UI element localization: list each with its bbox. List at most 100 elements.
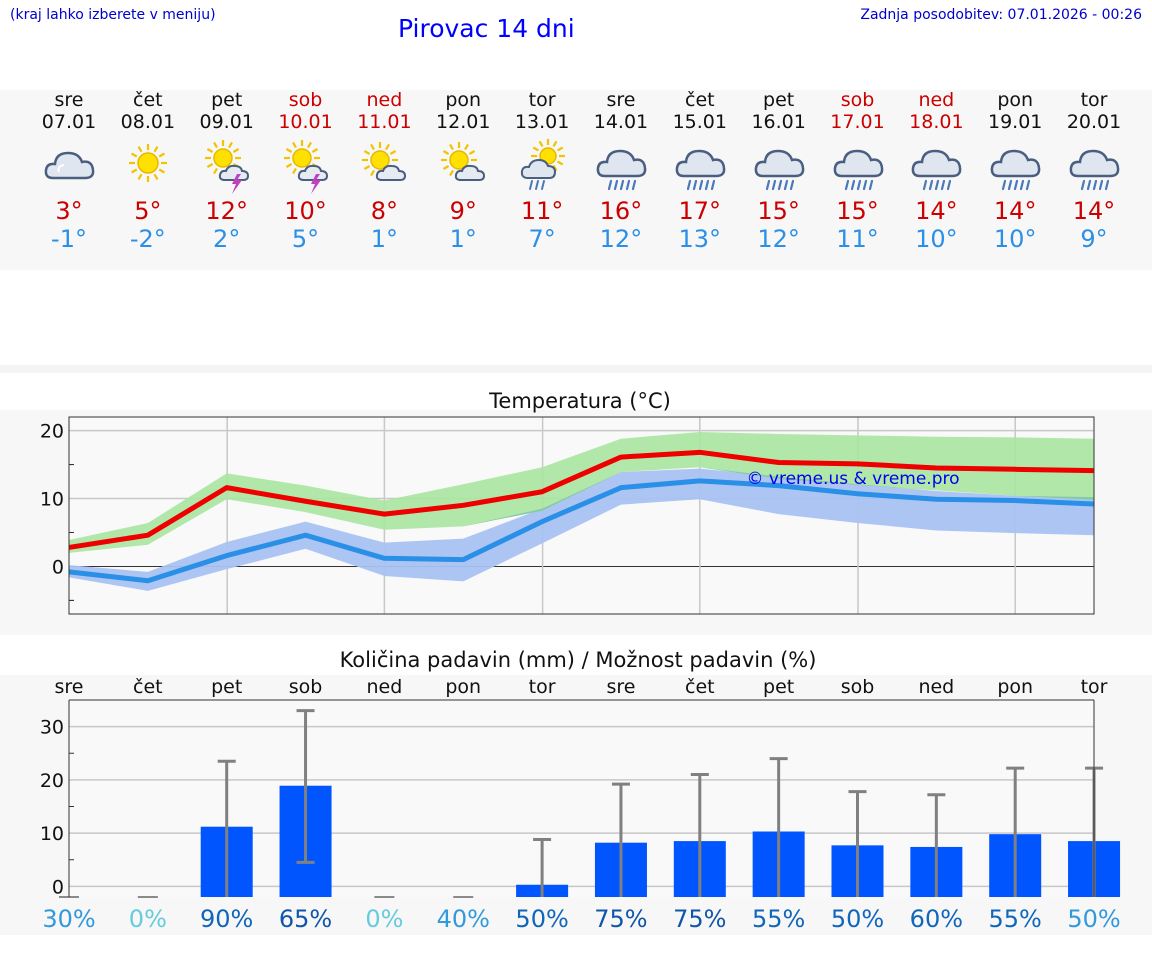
precipitation-x-tick-label: pon bbox=[997, 676, 1033, 698]
forecast-min-temp: 11° bbox=[836, 225, 879, 253]
forecast-max-temp: 15° bbox=[757, 197, 800, 225]
sun-cloud-icon bbox=[435, 138, 491, 194]
precipitation-x-tick-label: ned bbox=[918, 676, 954, 698]
forecast-max-temp: 11° bbox=[520, 197, 564, 225]
forecast-day-name: pet bbox=[763, 89, 795, 111]
forecast-min-temp: 12° bbox=[599, 225, 643, 253]
precipitation-x-tick-label: sob bbox=[841, 676, 875, 698]
forecast-date: 07.01 bbox=[41, 111, 97, 133]
temperature-plot-frame bbox=[68, 416, 1095, 615]
forecast-day-name: pon bbox=[445, 89, 482, 111]
forecast-day-name: sob bbox=[288, 89, 323, 111]
location-hint: (kraj lahko izberete v meniju) bbox=[10, 7, 216, 23]
forecast-day-name: ned bbox=[918, 89, 955, 111]
sun-icon bbox=[120, 138, 176, 194]
sun-cloud-rain-icon bbox=[514, 138, 570, 194]
rain-cloud-icon bbox=[751, 138, 807, 194]
precipitation-x-tick-label: tor bbox=[529, 676, 556, 698]
precipitation-x-tick-label: čet bbox=[133, 676, 163, 698]
forecast-max-temp: 16° bbox=[599, 197, 643, 225]
precipitation-probability-label: 40% bbox=[437, 905, 490, 933]
min-temperature-line bbox=[68, 478, 1095, 584]
forecast-date: 20.01 bbox=[1066, 111, 1122, 133]
forecast-day-name: pet bbox=[211, 89, 243, 111]
precipitation-y-tick-label: 10 bbox=[40, 823, 64, 845]
forecast-day-name: čet bbox=[133, 89, 163, 111]
forecast-day-name: ned bbox=[366, 89, 403, 111]
forecast-min-temp: 7° bbox=[528, 225, 556, 253]
forecast-min-temp: 12° bbox=[757, 225, 800, 253]
precipitation-chart-title: Količina padavin (mm) / Možnost padavin … bbox=[340, 648, 817, 672]
precipitation-y-tick-label: 30 bbox=[40, 717, 64, 739]
precipitation-probability-label: 0% bbox=[365, 905, 403, 933]
forecast-day-name: pon bbox=[997, 89, 1034, 111]
forecast-date: 17.01 bbox=[830, 111, 885, 133]
precipitation-probability-label: 55% bbox=[989, 905, 1042, 933]
forecast-date: 08.01 bbox=[120, 111, 176, 133]
forecast-min-temp: 10° bbox=[993, 225, 1037, 253]
forecast-day-name: čet bbox=[685, 89, 715, 111]
precipitation-x-tick-label: sre bbox=[55, 676, 84, 698]
forecast-min-temp: 9° bbox=[1080, 225, 1108, 253]
rain-cloud-icon bbox=[672, 138, 728, 194]
page-title: Pirovac 14 dni bbox=[398, 14, 575, 43]
precipitation-y-tick-label: 0 bbox=[52, 876, 64, 898]
forecast-day-name: tor bbox=[1080, 89, 1108, 111]
precipitation-x-tick-label: čet bbox=[685, 676, 715, 698]
forecast-date: 15.01 bbox=[672, 111, 727, 133]
forecast-date: 14.01 bbox=[593, 111, 649, 133]
forecast-date: 11.01 bbox=[357, 111, 412, 133]
precipitation-x-tick-label: pet bbox=[211, 676, 242, 698]
precipitation-probability-label: 50% bbox=[1067, 905, 1120, 933]
temperature-chart-title: Temperatura (°C) bbox=[488, 389, 671, 413]
precipitation-probability-label: 60% bbox=[910, 905, 963, 933]
forecast-max-temp: 9° bbox=[449, 197, 477, 225]
forecast-max-temp: 14° bbox=[915, 197, 958, 225]
forecast-max-temp: 12° bbox=[205, 197, 248, 225]
forecast-min-temp: 10° bbox=[915, 225, 958, 253]
rain-cloud-icon bbox=[830, 138, 886, 194]
forecast-min-temp: 2° bbox=[213, 225, 241, 253]
sun-thunder-icon bbox=[199, 138, 255, 194]
forecast-date: 19.01 bbox=[987, 111, 1043, 133]
forecast-max-temp: 15° bbox=[836, 197, 879, 225]
forecast-min-temp: 1° bbox=[449, 225, 477, 253]
precipitation-probability-label: 30% bbox=[42, 905, 95, 933]
rain-cloud-icon bbox=[1066, 138, 1122, 194]
precipitation-x-tick-label: pet bbox=[763, 676, 794, 698]
precipitation-probability-label: 0% bbox=[129, 905, 167, 933]
rain-cloud-icon bbox=[908, 138, 964, 194]
forecast-date: 16.01 bbox=[751, 111, 806, 133]
precipitation-probability-label: 75% bbox=[594, 905, 647, 933]
precipitation-x-tick-label: sre bbox=[606, 676, 635, 698]
precipitation-x-tick-label: ned bbox=[367, 676, 403, 698]
forecast-date: 09.01 bbox=[199, 111, 254, 133]
precipitation-probability-label: 50% bbox=[831, 905, 884, 933]
copyright-annotation: © vreme.us & vreme.pro bbox=[746, 469, 959, 489]
temperature-y-tick-label: 20 bbox=[40, 421, 64, 443]
forecast-day-name: sre bbox=[54, 89, 84, 111]
forecast-date: 18.01 bbox=[909, 111, 964, 133]
precipitation-x-tick-label: sob bbox=[289, 676, 323, 698]
precipitation-probability-label: 75% bbox=[673, 905, 726, 933]
forecast-min-temp: 13° bbox=[678, 225, 722, 253]
precipitation-x-tick-label: pon bbox=[445, 676, 481, 698]
min-temperature-range bbox=[69, 468, 1095, 591]
separator-band bbox=[0, 365, 1152, 373]
rain-cloud-icon bbox=[987, 138, 1043, 194]
forecast-max-temp: 17° bbox=[678, 197, 722, 225]
forecast-min-temp: 1° bbox=[370, 225, 399, 253]
precipitation-probability-label: 55% bbox=[752, 905, 805, 933]
precipitation-probability-label: 50% bbox=[515, 905, 568, 933]
forecast-date: 12.01 bbox=[436, 111, 491, 133]
rain-cloud-icon bbox=[593, 138, 649, 194]
precipitation-probability-label: 65% bbox=[279, 905, 332, 933]
forecast-max-temp: 10° bbox=[284, 197, 327, 225]
last-update: Zadnja posodobitev: 07.01.2026 - 00:26 bbox=[860, 7, 1142, 23]
forecast-min-temp: 5° bbox=[291, 225, 320, 253]
forecast-max-temp: 5° bbox=[134, 197, 162, 225]
forecast-date: 10.01 bbox=[278, 111, 333, 133]
cloud-icon bbox=[41, 138, 97, 194]
forecast-max-temp: 8° bbox=[370, 197, 399, 225]
